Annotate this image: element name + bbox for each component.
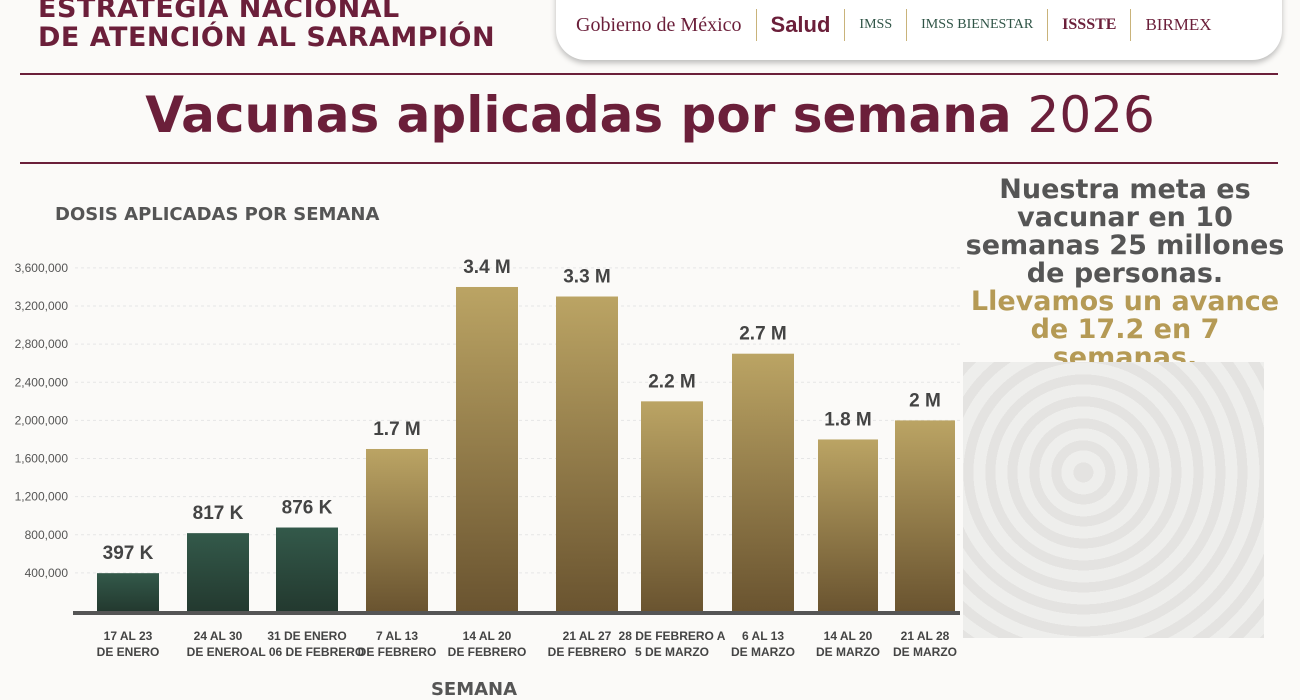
x-tick-label: 14 AL 20 <box>463 629 512 643</box>
y-tick-label: 2,400,000 <box>15 375 69 389</box>
bar <box>276 527 338 611</box>
logo-imss-bienestar: IMSS BIENESTAR <box>921 17 1034 32</box>
x-tick-label: 7 AL 13 <box>376 629 418 643</box>
logo-gobierno: Gobierno de México <box>576 13 742 36</box>
goal-statement: Nuestra meta es vacunar en 10 semanas 25… <box>965 174 1285 289</box>
x-tick-label: 5 DE MARZO <box>635 645 709 659</box>
x-tick-label: 17 AL 23 <box>104 629 153 643</box>
x-tick-label: 21 AL 27 <box>563 629 612 643</box>
y-tick-label: 3,200,000 <box>15 299 69 313</box>
y-tick-label: 2,000,000 <box>15 413 69 427</box>
x-axis-line <box>73 611 960 615</box>
goal-text: Nuestra meta es vacunar en 10 semanas 25… <box>955 176 1295 372</box>
divider <box>20 73 1278 75</box>
logo-birmex: BIRMEX <box>1145 15 1212 34</box>
progress-statement: Llevamos un avance de 17.2 en 7 semanas. <box>970 286 1280 373</box>
logo-salud: Salud <box>770 12 831 37</box>
bar <box>641 401 703 611</box>
data-label: 3.3 M <box>563 267 611 288</box>
x-axis-title: SEMANA <box>431 679 517 700</box>
y-tick-label: 400,000 <box>25 566 69 580</box>
x-tick-label: 21 AL 28 <box>901 629 950 643</box>
bar <box>366 448 428 611</box>
x-tick-label: 6 AL 13 <box>742 629 784 643</box>
bar <box>895 420 955 611</box>
campaign-title-line1: ESTRATEGIA NACIONAL <box>38 0 400 24</box>
y-tick-label: 1,200,000 <box>15 490 69 504</box>
data-label: 2 M <box>909 390 941 411</box>
bar <box>818 439 878 611</box>
y-tick-label: 800,000 <box>25 528 69 542</box>
data-label: 2.7 M <box>739 324 787 345</box>
y-tick-label: 2,800,000 <box>15 337 69 351</box>
institution-logos: Gobierno de México Salud IMSS IMSS BIENE… <box>556 0 1282 60</box>
title-text: Vacunas aplicadas por semana <box>145 86 1012 144</box>
x-tick-label: AL 06 DE FEBRERO <box>250 645 364 659</box>
x-tick-label: DE FEBRERO <box>548 645 627 659</box>
bar <box>97 573 159 611</box>
data-label: 2.2 M <box>648 371 696 392</box>
data-label: 1.8 M <box>824 409 872 430</box>
campaign-title-line2: DE ATENCIÓN AL SARAMPIÓN <box>38 22 496 53</box>
bar-chart: DOSIS APLICADAS POR SEMANA SEMANA 400,00… <box>15 204 960 700</box>
data-label: 817 K <box>193 503 244 524</box>
x-tick-label: 28 DE FEBRERO A <box>619 629 726 643</box>
y-tick-label: 3,600,000 <box>15 261 69 275</box>
bar <box>556 296 618 611</box>
y-tick-label: 1,600,000 <box>15 452 69 466</box>
page-title: Vacunas aplicadas por semana 2026 <box>0 86 1300 144</box>
x-tick-label: DE ENERO <box>97 645 160 659</box>
data-label: 1.7 M <box>373 419 421 440</box>
data-label: 397 K <box>103 543 154 564</box>
title-year: 2026 <box>1027 86 1155 144</box>
x-tick-label: DE FEBRERO <box>358 645 437 659</box>
bar <box>456 286 518 611</box>
x-tick-label: DE ENERO <box>187 645 250 659</box>
logo-imss: IMSS <box>859 17 893 32</box>
logo-issste: ISSSTE <box>1062 16 1117 33</box>
divider <box>20 162 1278 164</box>
x-tick-label: DE MARZO <box>893 645 957 659</box>
x-tick-label: 24 AL 30 <box>194 629 243 643</box>
data-label: 3.4 M <box>463 257 511 278</box>
decorative-pattern <box>963 362 1264 638</box>
bar <box>732 353 794 611</box>
campaign-title: ESTRATEGIA NACIONAL DE ATENCIÓN AL SARAM… <box>38 0 495 52</box>
chart-title: DOSIS APLICADAS POR SEMANA <box>55 204 379 225</box>
x-tick-label: DE MARZO <box>731 645 795 659</box>
x-tick-label: DE MARZO <box>816 645 880 659</box>
data-label: 876 K <box>282 498 333 519</box>
x-tick-label: 31 DE ENERO <box>267 629 346 643</box>
bar <box>187 533 249 611</box>
x-tick-label: 14 AL 20 <box>824 629 873 643</box>
x-tick-label: DE FEBRERO <box>448 645 527 659</box>
